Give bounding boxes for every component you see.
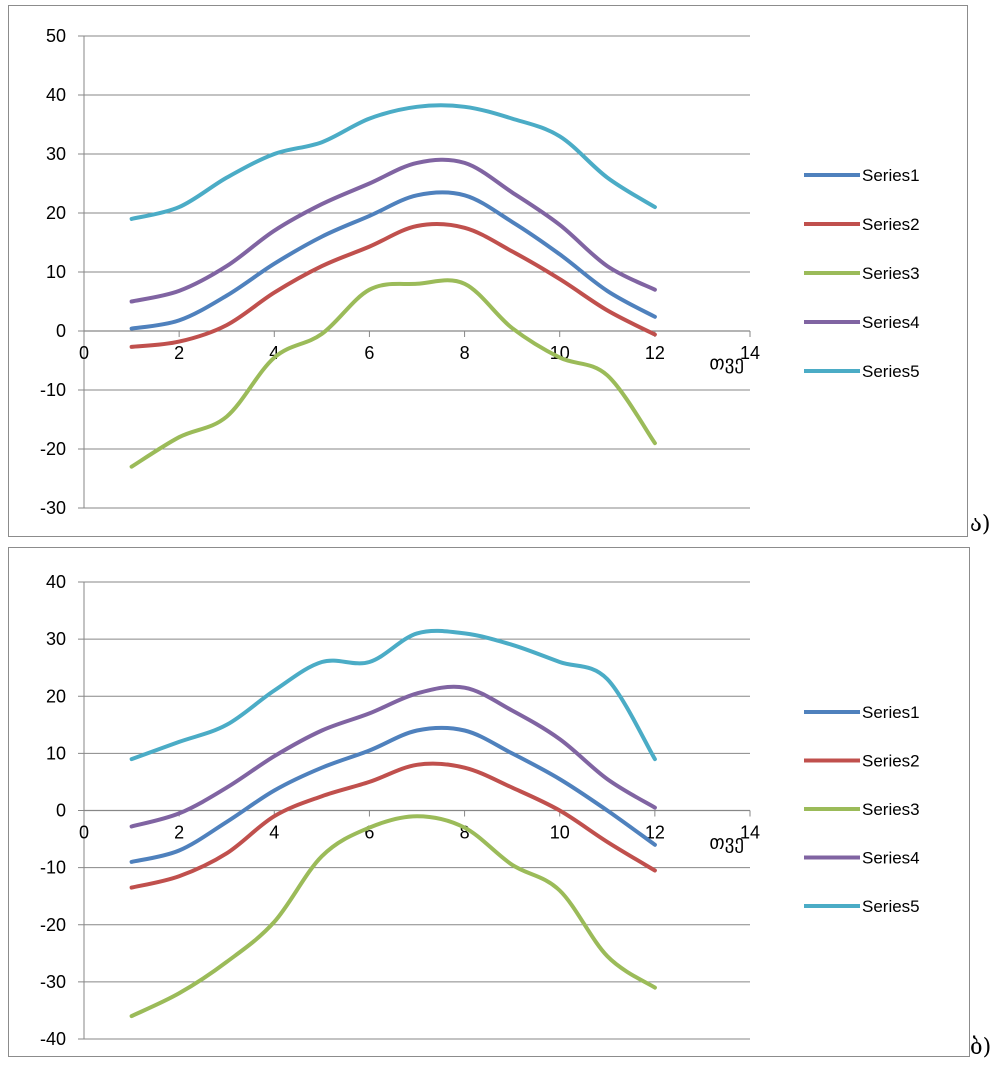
chart-0-ytick-label-3: 0	[56, 321, 66, 341]
chart-1-ytick-label-6: 20	[46, 686, 66, 706]
chart-0-legend-item-1: Series1	[804, 166, 920, 185]
chart-0-xtick-label-0: 0	[79, 343, 89, 363]
chart-0-series-line-1	[129, 190, 657, 331]
chart-1-ytick-label-3: -10	[40, 858, 66, 878]
chart-1-legend-label-1: Series1	[862, 703, 920, 722]
chart-0-legend-label-1: Series1	[862, 166, 920, 185]
chart-0-series-line-4	[129, 157, 657, 304]
chart-0-xtick-label-3: 6	[364, 343, 374, 363]
chart-0-legend-label-4: Series4	[862, 313, 920, 332]
chart-1-xtick-label-5: 10	[550, 823, 570, 843]
chart-0-ytick-label-1: -20	[40, 439, 66, 459]
chart-1-ytick-label-8: 40	[46, 572, 66, 592]
chart-0-xtick-label-2: 4	[269, 343, 279, 363]
chart-0-series-line-3	[129, 278, 657, 469]
panel-label-a: ა)	[970, 512, 991, 537]
chart-a: -30 -20 -10 0 10 20 30 40 50 0 2 4 6 8 10 12 14 თვე Series…	[8, 5, 968, 537]
chart-1-ytick-label-4: 0	[56, 801, 66, 821]
chart-0-legend-item-3: Series3	[804, 264, 920, 283]
chart-1-ytick-label-1: -30	[40, 972, 66, 992]
chart-0-xtick-label-1: 2	[174, 343, 184, 363]
chart-0-ytick-label-5: 20	[46, 203, 66, 223]
chart-1-legend-item-4: Series4	[804, 849, 920, 868]
chart-1-legend-label-5: Series5	[862, 897, 920, 916]
chart-1-legend-item-3: Series3	[804, 800, 920, 819]
chart-0-legend-item-5: Series5	[804, 362, 920, 381]
chart-0-xtick-label-4: 8	[460, 343, 470, 363]
chart-0-xtick-label-7: 14	[740, 343, 760, 363]
chart-1-ytick-label-0: -40	[40, 1029, 66, 1049]
chart-0-legend-item-4: Series4	[804, 313, 920, 332]
chart-1-series-line-3	[129, 814, 657, 1019]
chart-1-xtick-label-6: 12	[645, 823, 665, 843]
chart-0-legend-label-2: Series2	[862, 215, 920, 234]
chart-1-legend-item-5: Series5	[804, 897, 920, 916]
chart-0-legend-label-3: Series3	[862, 264, 920, 283]
chart-1-series-line-5	[129, 628, 657, 762]
chart-1-legend-label-3: Series3	[862, 800, 920, 819]
chart-1-xtick-label-7: 14	[740, 823, 760, 843]
chart-1-legend-item-1: Series1	[804, 703, 920, 722]
chart-1-xtick-label-3: 6	[364, 823, 374, 843]
chart-1-series-line-1	[129, 725, 657, 864]
chart-1-xtick-label-4: 8	[460, 823, 470, 843]
chart-0-ytick-label-8: 50	[46, 26, 66, 46]
chart-1-ytick-label-2: -20	[40, 915, 66, 935]
chart-0-xaxis-title: თვე	[709, 352, 744, 374]
chart-0-ytick-label-0: -30	[40, 498, 66, 518]
chart-1-xtick-label-2: 4	[269, 823, 279, 843]
chart-1-xtick-label-1: 2	[174, 823, 184, 843]
chart-1-xtick-label-0: 0	[79, 823, 89, 843]
chart-1-ytick-label-7: 30	[46, 629, 66, 649]
chart-0-ytick-label-7: 40	[46, 85, 66, 105]
chart-0-series-line-2	[129, 222, 657, 349]
chart-0-xtick-label-6: 12	[645, 343, 665, 363]
chart-0-legend-item-2: Series2	[804, 215, 920, 234]
chart-1-ytick-label-5: 10	[46, 743, 66, 763]
chart-1-legend-label-4: Series4	[862, 849, 920, 868]
chart-1-xaxis-title: თვე	[709, 832, 744, 854]
chart-b: -40 -30 -20 -10 0 10 20 30 40 0 2 4 6 8 10 12 14 თვე Serie…	[8, 547, 970, 1057]
chart-0-ytick-label-2: -10	[40, 380, 66, 400]
chart-1-legend-item-2: Series2	[804, 752, 920, 771]
chart-0-ytick-label-4: 10	[46, 262, 66, 282]
chart-1-series-line-2	[129, 761, 657, 890]
chart-0-series-line-5	[129, 103, 657, 221]
chart-1-legend-label-2: Series2	[862, 752, 920, 771]
chart-0-ytick-label-6: 30	[46, 144, 66, 164]
chart-1-series-line-4	[129, 684, 657, 829]
panel-label-b: ბ)	[970, 1035, 992, 1060]
chart-0-legend-label-5: Series5	[862, 362, 920, 381]
